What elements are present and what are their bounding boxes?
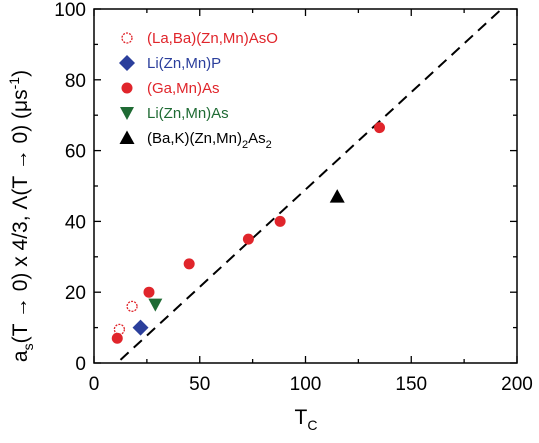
legend: (La,Ba)(Zn,Mn)AsO Li(Zn,Mn)P (Ga,Mn)As Li(Z…: [119, 30, 278, 151]
series-4: [329, 189, 345, 203]
legend-label: (Ba,K)(Zn,Mn)2As2: [147, 130, 272, 151]
x-tick-label: 50: [189, 374, 210, 395]
legend-label-part: 2: [266, 139, 272, 151]
plot-area: [111, 9, 504, 363]
data-point: [183, 258, 195, 270]
data-point: [113, 323, 126, 336]
reference-line: [115, 9, 504, 363]
legend-label-part: As: [248, 130, 266, 147]
legend-marker: [121, 82, 133, 94]
y-tick-label: 20: [65, 283, 86, 304]
legend-marker: [120, 107, 134, 120]
y-tick-label: 60: [65, 142, 86, 163]
legend-label: (La,Ba)(Zn,Mn)AsO: [147, 30, 278, 47]
legend-label-part: 2: [242, 139, 248, 151]
legend-marker: [119, 55, 135, 71]
data-point: [111, 332, 123, 344]
legend-label: (Ga,Mn)As: [147, 80, 220, 97]
x-tick-label: 0: [89, 374, 100, 395]
legend-marker: [121, 32, 133, 44]
legend-label-part: (Ba,K)(Zn,Mn): [147, 130, 242, 147]
data-point: [132, 319, 149, 336]
axis-titles: TC as(T → 0) x 4/3, Λ(T → 0) (μs-1): [6, 70, 317, 433]
data-point: [126, 300, 138, 313]
y-tick-label: 80: [65, 71, 86, 92]
legend-item: Li(Zn,Mn)As: [120, 105, 229, 122]
legend-label: Li(Zn,Mn)As: [147, 105, 229, 122]
x-axis-title: TC: [295, 406, 318, 433]
series-1: [132, 319, 149, 336]
data-point: [242, 233, 254, 245]
legend-item: (Ga,Mn)As: [121, 80, 220, 97]
data-point: [274, 215, 286, 227]
x-tick-label: 100: [290, 374, 322, 395]
x-tick-label: 200: [501, 374, 533, 395]
y-axis-title: as(T → 0) x 4/3, Λ(T → 0) (μs-1): [6, 70, 36, 362]
data-point: [329, 189, 345, 203]
legend-item: (Ba,K)(Zn,Mn)2As2: [119, 130, 272, 151]
y-tick-label: 40: [65, 212, 86, 233]
y-tick-label: 100: [54, 0, 86, 21]
series-2: [111, 122, 386, 344]
data-point: [148, 298, 163, 312]
x-tick-label: 150: [395, 374, 427, 395]
data-point: [374, 122, 386, 134]
legend-item: Li(Zn,Mn)P: [119, 55, 221, 72]
axes: 0 50 100 150 200 0 20 40 60 80 100: [54, 0, 533, 395]
legend-label: Li(Zn,Mn)P: [147, 55, 221, 72]
series-3: [148, 298, 163, 312]
y-tick-label: 0: [75, 354, 86, 375]
legend-marker: [119, 130, 135, 144]
series-0: [113, 300, 138, 336]
legend-item: (La,Ba)(Zn,Mn)AsO: [121, 30, 278, 47]
data-point: [143, 286, 155, 298]
